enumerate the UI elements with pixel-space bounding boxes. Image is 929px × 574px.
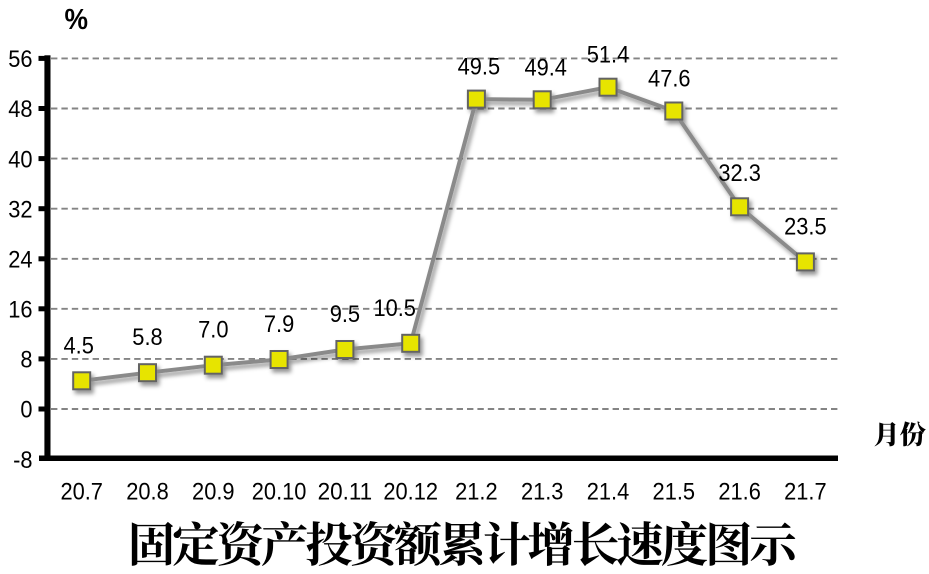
svg-text:49.5: 49.5	[458, 54, 501, 81]
svg-text:21.3: 21.3	[521, 478, 564, 505]
svg-text:20.9: 20.9	[192, 478, 235, 505]
svg-text:40: 40	[8, 146, 32, 173]
svg-text:10.5: 10.5	[373, 295, 416, 322]
svg-text:0: 0	[20, 397, 32, 424]
svg-text:4.5: 4.5	[64, 332, 94, 359]
svg-text:56: 56	[8, 46, 32, 73]
svg-text:48: 48	[8, 96, 32, 123]
svg-text:23.5: 23.5	[784, 213, 827, 240]
svg-text:24: 24	[8, 247, 32, 274]
svg-text:21.4: 21.4	[587, 478, 630, 505]
svg-text:21.5: 21.5	[653, 478, 696, 505]
svg-text:32.3: 32.3	[718, 160, 761, 187]
svg-text:32: 32	[8, 196, 32, 223]
svg-text:47.6: 47.6	[648, 66, 691, 93]
svg-text:5.8: 5.8	[132, 324, 162, 351]
svg-text:21.2: 21.2	[455, 478, 498, 505]
svg-text:7.0: 7.0	[198, 317, 228, 344]
svg-text:51.4: 51.4	[587, 42, 630, 69]
svg-text:20.11: 20.11	[318, 478, 373, 505]
svg-text:20.12: 20.12	[383, 478, 438, 505]
svg-text:-8: -8	[13, 447, 32, 474]
svg-text:9.5: 9.5	[330, 301, 360, 328]
svg-text:8: 8	[20, 347, 32, 374]
svg-text:20.10: 20.10	[252, 478, 307, 505]
svg-text:21.7: 21.7	[784, 478, 827, 505]
svg-text:%: %	[65, 4, 89, 36]
svg-text:7.9: 7.9	[264, 311, 294, 338]
svg-text:16: 16	[8, 297, 32, 324]
svg-text:21.6: 21.6	[718, 478, 761, 505]
svg-text:49.4: 49.4	[524, 54, 567, 81]
svg-text:20.8: 20.8	[126, 478, 169, 505]
svg-text:20.7: 20.7	[60, 478, 103, 505]
